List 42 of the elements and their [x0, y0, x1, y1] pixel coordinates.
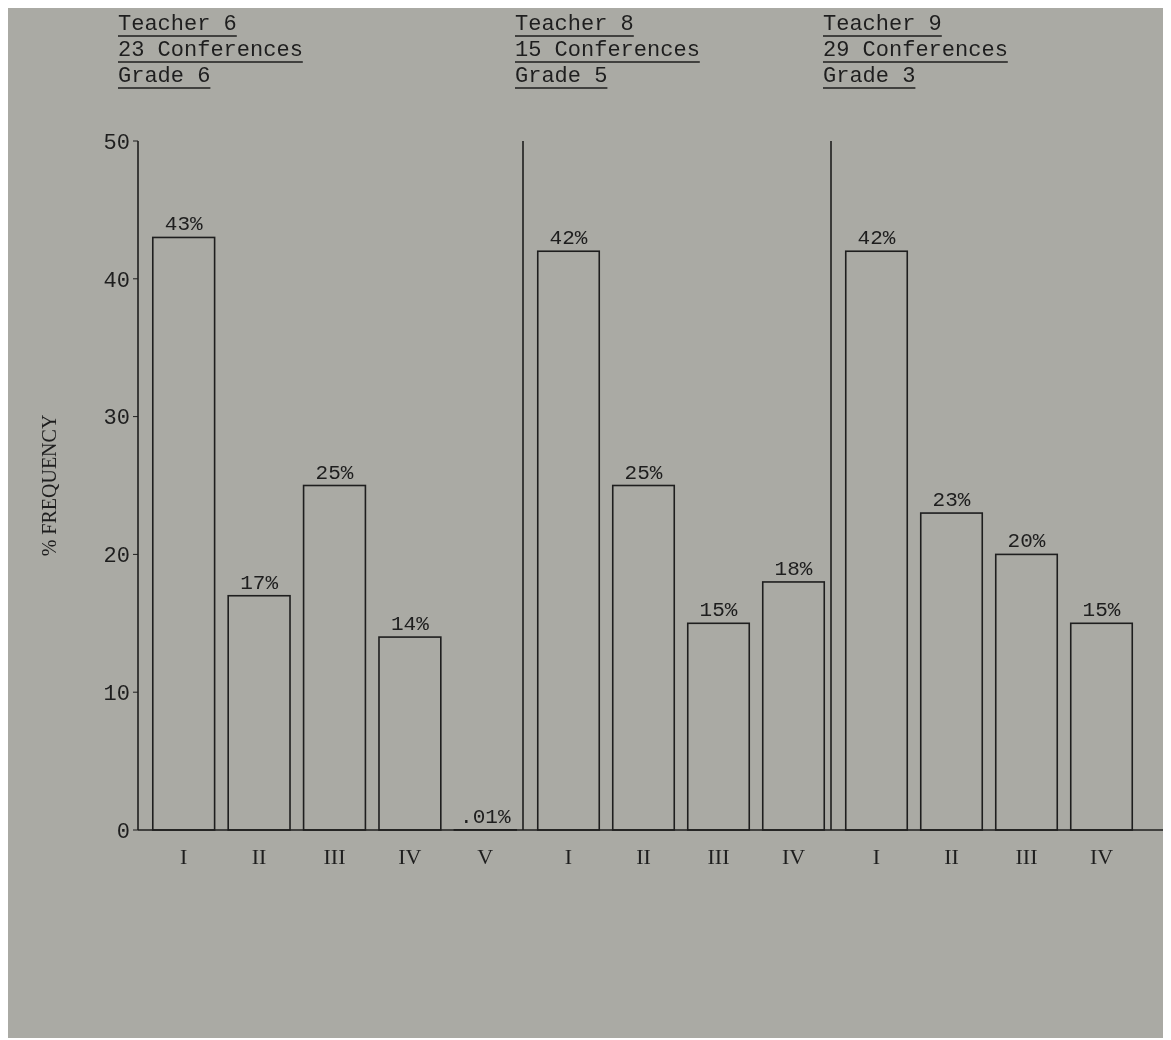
y-tick-label: 30 — [103, 406, 130, 432]
x-tick-label: III — [323, 844, 346, 869]
data-label: 17% — [240, 571, 279, 595]
chart-title: Teacher 6 — [118, 12, 237, 37]
y-axis-title: % FREQUENCY — [38, 414, 60, 557]
y-tick-label: 0 — [116, 819, 130, 845]
x-tick-label: III — [1015, 844, 1038, 869]
text: Grade 3 — [823, 64, 916, 89]
x-tick-label: I — [180, 844, 188, 869]
x-tick-label: II — [251, 844, 267, 869]
chart-title: Teacher 9 — [823, 12, 942, 37]
y-tick-label: 20 — [103, 544, 130, 570]
data-label: 18% — [774, 557, 813, 581]
text: Grade 6 — [118, 64, 211, 89]
chart-subtitle: 15 Conferences — [515, 38, 700, 63]
x-tick-label: IV — [398, 844, 422, 869]
data-label: 20% — [1007, 530, 1046, 554]
data-label: 15% — [699, 599, 738, 623]
x-tick-label: II — [636, 844, 651, 869]
y-tick-label: 10 — [103, 681, 130, 707]
data-label: 15% — [1082, 599, 1121, 623]
x-tick-label: II — [944, 844, 959, 869]
data-label: .01% — [460, 805, 511, 829]
data-label: 25% — [624, 461, 663, 485]
chart-subtitle: 29 Conferences — [823, 38, 1008, 63]
x-tick-label: IV — [781, 844, 806, 869]
y-tick-label: 40 — [103, 268, 130, 294]
x-tick-label: I — [564, 844, 573, 869]
data-label: 43% — [164, 213, 203, 237]
data-label: 25% — [315, 461, 354, 485]
chart-title: Teacher 8 — [515, 12, 634, 37]
chart-subtitle: 23 Conferences — [118, 38, 303, 63]
data-label: 42% — [549, 227, 588, 251]
text: Grade 5 — [515, 64, 608, 89]
y-tick-label: 50 — [103, 130, 130, 156]
data-label: 14% — [390, 613, 430, 637]
x-tick-label: I — [872, 844, 881, 869]
x-tick-label: V — [477, 844, 494, 869]
x-tick-label: IV — [1089, 844, 1114, 869]
data-label: 23% — [932, 489, 971, 513]
data-label: 42% — [857, 227, 896, 251]
x-tick-label: III — [707, 844, 730, 869]
